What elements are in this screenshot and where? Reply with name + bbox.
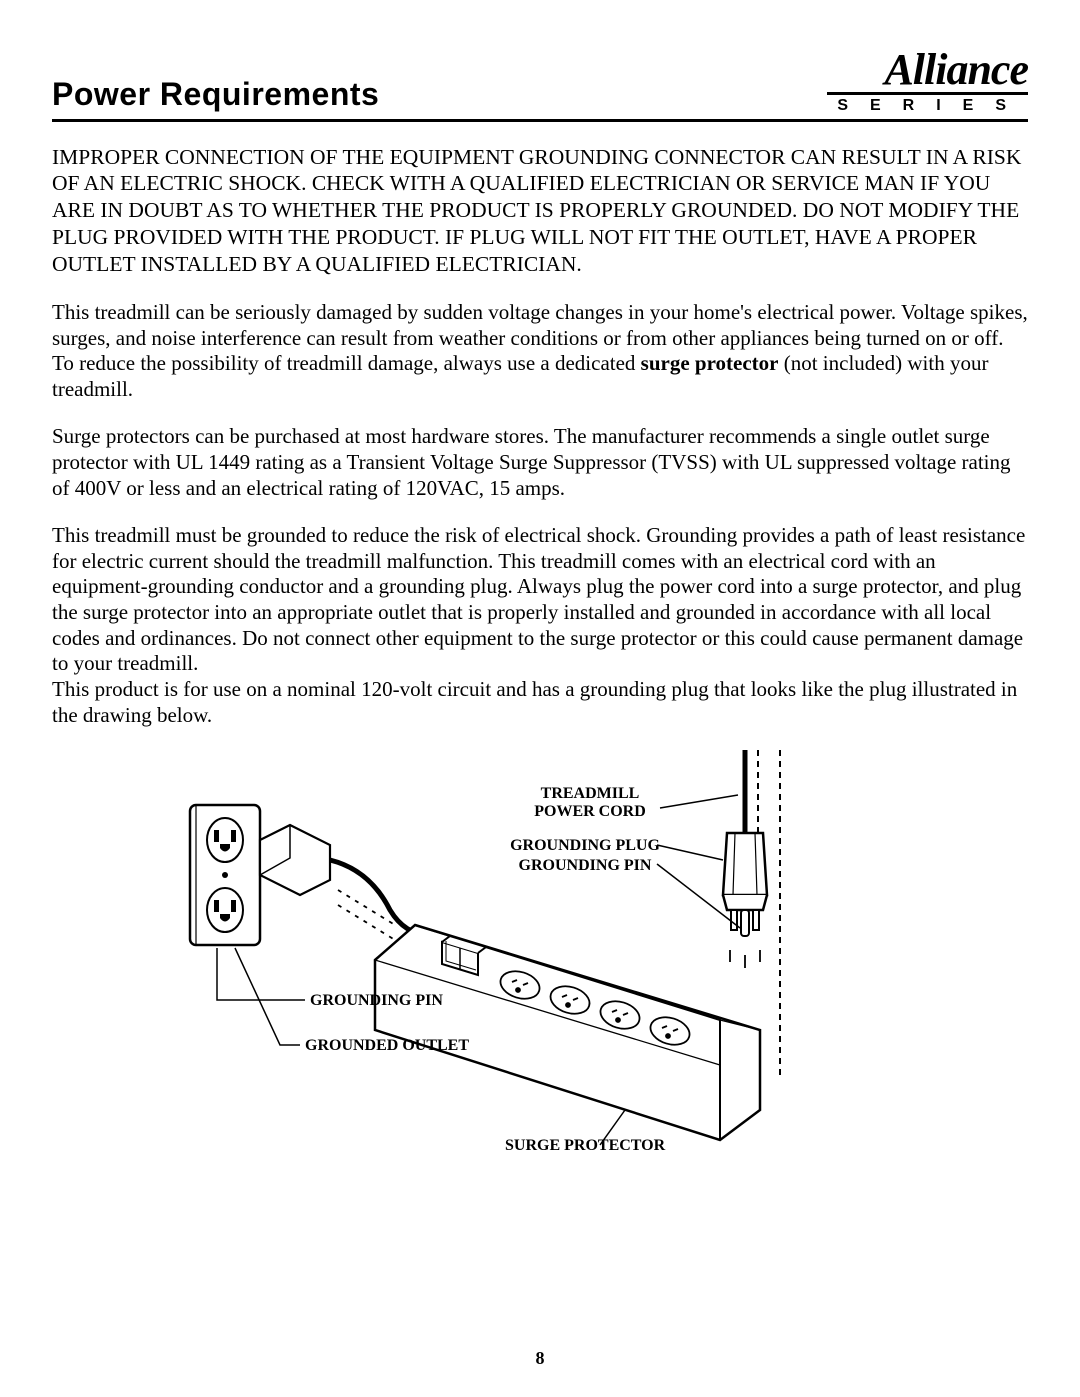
- label-grounding-pin-top: GROUNDING PIN: [519, 857, 652, 874]
- p2-bold: surge protector: [641, 351, 779, 375]
- brand-logo: Alliance SERIES: [827, 50, 1028, 119]
- paragraph-circuit: This product is for use on a nominal 120…: [52, 677, 1028, 728]
- surge-protector: [375, 925, 760, 1140]
- page-title: Power Requirements: [52, 76, 379, 119]
- paragraph-grounding: This treadmill must be grounded to reduc…: [52, 523, 1028, 677]
- header: Power Requirements Alliance SERIES: [52, 50, 1028, 122]
- label-grounding-plug: GROUNDING PLUG: [510, 837, 660, 854]
- paragraph-surge-spec: Surge protectors can be purchased at mos…: [52, 424, 1028, 501]
- surge-plug: [260, 825, 430, 935]
- brand-name: Alliance: [827, 50, 1028, 95]
- wall-outlet: [190, 805, 260, 945]
- label-treadmill: TREADMILL: [541, 785, 640, 802]
- brand-series: SERIES: [827, 95, 1028, 115]
- label-grounding-pin-left: GROUNDING PIN: [310, 992, 443, 1009]
- label-surge-protector: SURGE PROTECTOR: [505, 1137, 666, 1154]
- page-number: 8: [0, 1348, 1080, 1369]
- diagram-container: TREADMILL POWER CORD GROUNDING PLUG GROU…: [52, 750, 1028, 1180]
- label-power-cord: POWER CORD: [534, 803, 646, 820]
- warning-paragraph: IMPROPER CONNECTION OF THE EQUIPMENT GRO…: [52, 144, 1028, 278]
- label-grounded-outlet: GROUNDED OUTLET: [305, 1037, 469, 1054]
- grounding-diagram: TREADMILL POWER CORD GROUNDING PLUG GROU…: [160, 750, 920, 1180]
- paragraph-surge-intro: This treadmill can be seriously damaged …: [52, 300, 1028, 402]
